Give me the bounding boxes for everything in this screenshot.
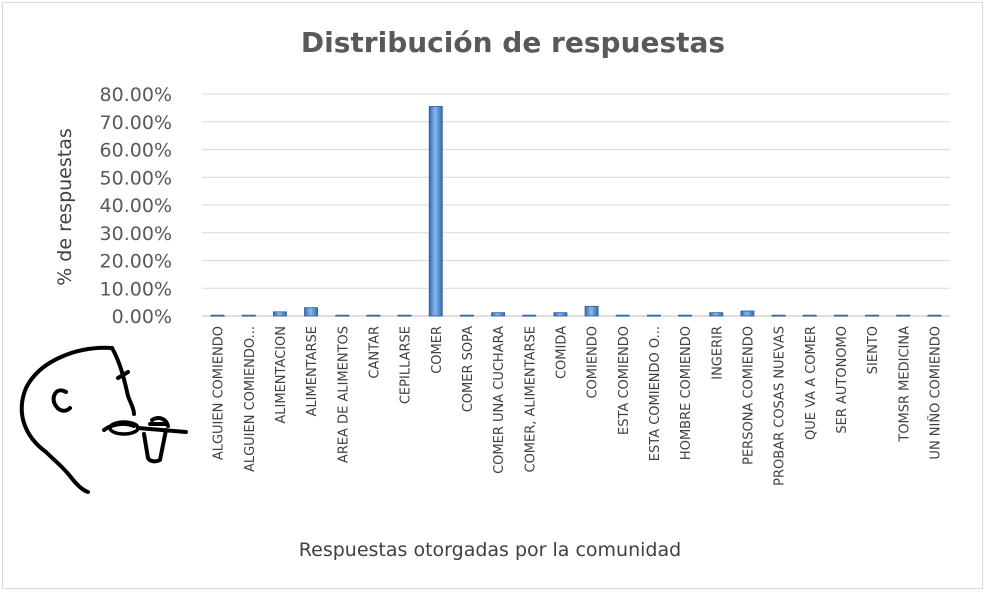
x-tick-label: AREA DE ALIMENTOS — [336, 326, 351, 463]
bar — [366, 314, 381, 317]
y-tick-label: 20.00% — [100, 251, 172, 273]
person-eating-with-spoon-icon — [19, 345, 188, 494]
bar — [927, 314, 942, 317]
x-tick-label: PERSONA COMIENDO — [741, 326, 756, 465]
y-tick-label: 40.00% — [100, 195, 172, 217]
y-tick-label: 60.00% — [100, 140, 172, 162]
bar — [428, 106, 443, 317]
x-tick-label: ESTA COMIENDO O... — [648, 326, 663, 461]
x-tick-label: CANTAR — [367, 326, 382, 379]
x-tick-label: SIENTO — [866, 326, 881, 374]
x-tick-label: COMER — [430, 326, 445, 374]
y-tick-label: 70.00% — [100, 112, 172, 134]
x-tick-label: TOMSR MEDICINA — [897, 326, 912, 443]
bar — [397, 314, 412, 317]
y-tick-label: 50.00% — [100, 167, 172, 189]
bar — [833, 314, 848, 317]
x-tick-label: COMIDA — [554, 326, 569, 379]
x-tick-label: ESTA COMIENDO — [617, 326, 632, 435]
x-tick-label: COMIENDO — [586, 326, 601, 399]
bar — [646, 314, 661, 317]
bar — [771, 314, 786, 317]
bar — [522, 314, 537, 317]
x-tick-label: ALIMENTACION — [274, 326, 289, 424]
y-axis-label: % de respuestas — [54, 128, 76, 286]
y-axis-ticks: 0.00% 10.00% 20.00% 30.00% 40.00% 50.00% 60.00… — [100, 84, 172, 328]
x-tick-label: COMER UNA CUCHARA — [492, 326, 507, 474]
x-tick-label: CEPILLARSE — [399, 326, 414, 404]
x-tick-label: COMER, ALIMENTARSE — [523, 326, 538, 473]
x-axis-label: Respuestas otorgadas por la comunidad — [299, 539, 681, 561]
chart-title: Distribución de respuestas — [301, 26, 725, 59]
bar — [584, 305, 599, 317]
x-tick-label: PROBAR COSAS NUEVAS — [773, 326, 788, 486]
x-tick-label: ALGUIEN COMIENDO — [212, 326, 227, 460]
bar — [865, 314, 880, 317]
bar — [304, 307, 319, 317]
y-tick-label: 80.00% — [100, 84, 172, 106]
x-tick-label: INGERIR — [710, 326, 725, 380]
bar — [678, 314, 693, 317]
y-tick-label: 0.00% — [112, 306, 172, 328]
bar — [802, 314, 817, 317]
x-tick-label: ALGUIEN COMIENDO... — [243, 326, 258, 472]
y-tick-label: 30.00% — [100, 223, 172, 245]
bar — [210, 314, 225, 317]
bar — [459, 314, 474, 317]
x-tick-label: COMER SOPA — [461, 326, 476, 412]
y-tick-label: 10.00% — [100, 278, 172, 300]
bar — [241, 314, 256, 317]
bar — [553, 312, 568, 317]
bars — [210, 106, 942, 317]
bar — [709, 312, 724, 317]
x-tick-label: UN NIÑO COMIENDO — [927, 326, 943, 460]
x-tick-label: QUE VA A COMER — [804, 326, 819, 440]
x-tick-label: SER AUTONOMO — [835, 326, 850, 434]
x-tick-label: HOMBRE COMIENDO — [679, 326, 694, 460]
bar — [272, 311, 287, 317]
gridlines — [202, 93, 950, 317]
bar — [740, 310, 755, 317]
bar — [335, 314, 350, 317]
x-axis-category-labels: ALGUIEN COMIENDO ALGUIEN COMIENDO... ALIME… — [212, 326, 944, 486]
x-tick-label: ALIMENTARSE — [305, 326, 320, 416]
bar — [896, 314, 911, 317]
bar — [491, 312, 506, 317]
bar — [615, 314, 630, 317]
